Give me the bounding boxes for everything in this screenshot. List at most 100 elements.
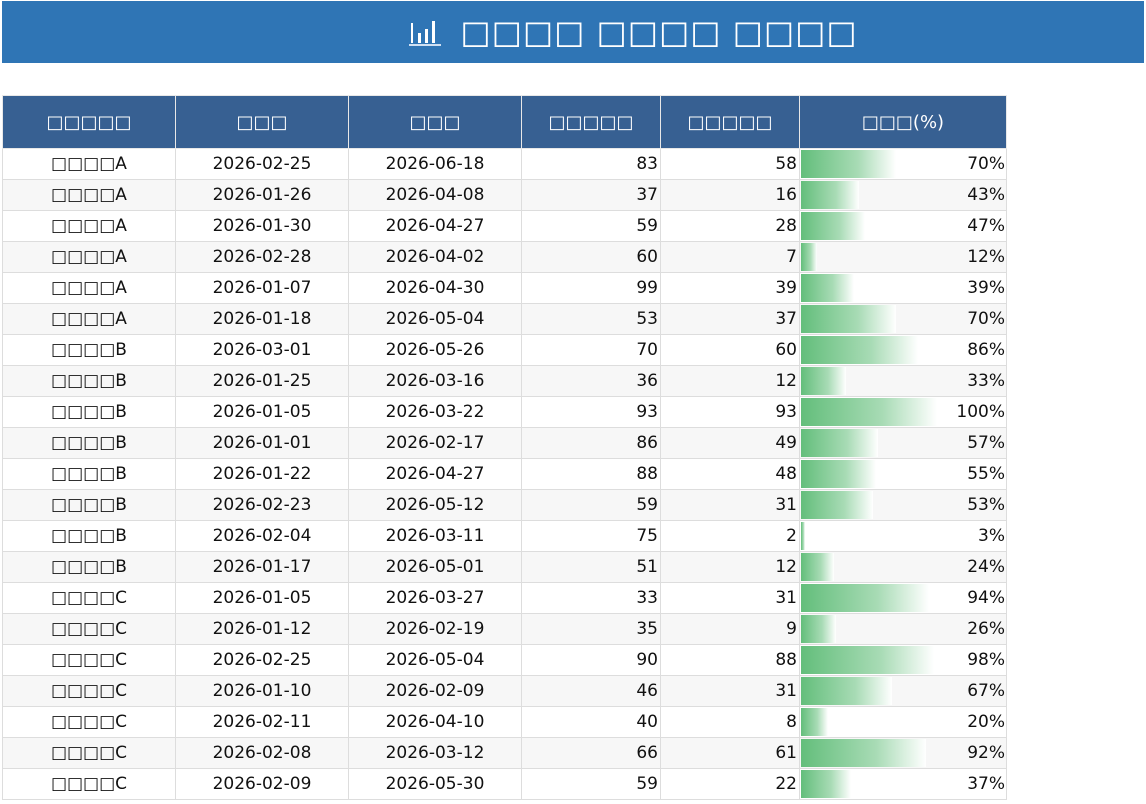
rate-bar [801,367,846,395]
table-cell: 2026-01-10 [175,675,349,707]
rate-bar [801,212,865,240]
rate-value: 39% [967,278,1005,298]
table-row: □□□□C 2026-01-12 2026-02-19 35 9 26% [2,613,1007,645]
table-cell: 59 [521,489,661,521]
page-title: □□□□ □□□□ □□□□ [460,13,858,51]
rate-value: 67% [967,681,1005,701]
table-cell: 60 [660,334,800,366]
rate-bar [801,429,879,457]
table-row: □□□□C 2026-02-25 2026-05-04 90 88 98% [2,644,1007,676]
table-cell: 99 [521,272,661,304]
table-cell: 2026-01-07 [175,272,349,304]
column-header[interactable]: □□□ [348,95,522,149]
rate-cell: 92% [799,737,1007,769]
column-header[interactable]: □□□ [175,95,349,149]
table-cell: 16 [660,179,800,211]
table-cell: 49 [660,427,800,459]
table-cell: 2026-02-09 [348,675,522,707]
table-cell: 2026-01-18 [175,303,349,335]
column-header[interactable]: □□□□□ [660,95,800,149]
table-cell: 2026-01-22 [175,458,349,490]
table-cell: 31 [660,675,800,707]
table-cell: 36 [521,365,661,397]
rate-cell: 57% [799,427,1007,459]
table-cell: □□□□C [2,768,176,800]
table-cell: 2026-01-05 [175,396,349,428]
table-cell: 58 [660,148,800,180]
rate-value: 43% [967,185,1005,205]
table-cell: 12 [660,365,800,397]
table-cell: 75 [521,520,661,552]
table-cell: 31 [660,582,800,614]
column-header[interactable]: □□□□□ [2,95,176,149]
table-cell: 59 [521,210,661,242]
rate-cell: 98% [799,644,1007,676]
rate-bar [801,615,837,643]
table-cell: 2026-03-12 [348,737,522,769]
table-row: □□□□A 2026-01-18 2026-05-04 53 37 70% [2,303,1007,335]
table-cell: 2026-03-27 [348,582,522,614]
table-cell: 66 [521,737,661,769]
table-row: □□□□A 2026-01-07 2026-04-30 99 39 39% [2,272,1007,304]
rate-value: 24% [967,557,1005,577]
rate-cell: 39% [799,272,1007,304]
rate-cell: 47% [799,210,1007,242]
table-cell: □□□□A [2,210,176,242]
rate-value: 86% [967,340,1005,360]
rate-bar [801,708,829,736]
table-row: □□□□C 2026-02-08 2026-03-12 66 61 92% [2,737,1007,769]
rate-bar [801,646,935,674]
table-cell: 88 [660,644,800,676]
table-cell: □□□□A [2,241,176,273]
table-cell: 2026-02-19 [348,613,522,645]
rate-cell: 12% [799,241,1007,273]
table-cell: 2026-05-01 [348,551,522,583]
rate-cell: 55% [799,458,1007,490]
table-cell: 2026-04-27 [348,210,522,242]
table-cell: 2026-05-26 [348,334,522,366]
table-cell: 60 [521,241,661,273]
rate-value: 12% [967,247,1005,267]
table-cell: □□□□C [2,644,176,676]
table-cell: 2026-02-11 [175,706,349,738]
rate-bar [801,553,834,581]
table-cell: 2026-02-08 [175,737,349,769]
table-row: □□□□B 2026-03-01 2026-05-26 70 60 86% [2,334,1007,366]
table-cell: □□□□A [2,148,176,180]
table-cell: 2026-01-25 [175,365,349,397]
table-cell: 2026-01-01 [175,427,349,459]
table-cell: 2026-03-16 [348,365,522,397]
table-cell: 86 [521,427,661,459]
table-cell: □□□□C [2,582,176,614]
rate-bar [801,150,897,178]
rate-cell: 100% [799,396,1007,428]
table-cell: 39 [660,272,800,304]
table-cell: □□□□B [2,489,176,521]
table-cell: 2026-01-17 [175,551,349,583]
rate-value: 70% [967,309,1005,329]
table-cell: □□□□B [2,396,176,428]
rate-value: 37% [967,774,1005,794]
table-row: □□□□A 2026-01-30 2026-04-27 59 28 47% [2,210,1007,242]
column-header[interactable]: □□□(%) [799,95,1007,149]
table-cell: 2026-02-25 [175,148,349,180]
table-cell: 2026-02-23 [175,489,349,521]
table-cell: 70 [521,334,661,366]
rate-bar [801,398,937,426]
rate-cell: 70% [799,148,1007,180]
table-cell: □□□□A [2,303,176,335]
table-cell: 48 [660,458,800,490]
rate-value: 55% [967,464,1005,484]
table-cell: □□□□A [2,179,176,211]
bar-chart-icon [409,21,442,46]
table-cell: □□□□B [2,365,176,397]
rate-cell: 94% [799,582,1007,614]
rate-bar [801,305,897,333]
column-header[interactable]: □□□□□ [521,95,661,149]
table-cell: 2026-01-12 [175,613,349,645]
rate-value: 20% [967,712,1005,732]
table-cell: 2026-04-08 [348,179,522,211]
table-cell: 88 [521,458,661,490]
table-cell: 61 [660,737,800,769]
rate-cell: 24% [799,551,1007,583]
